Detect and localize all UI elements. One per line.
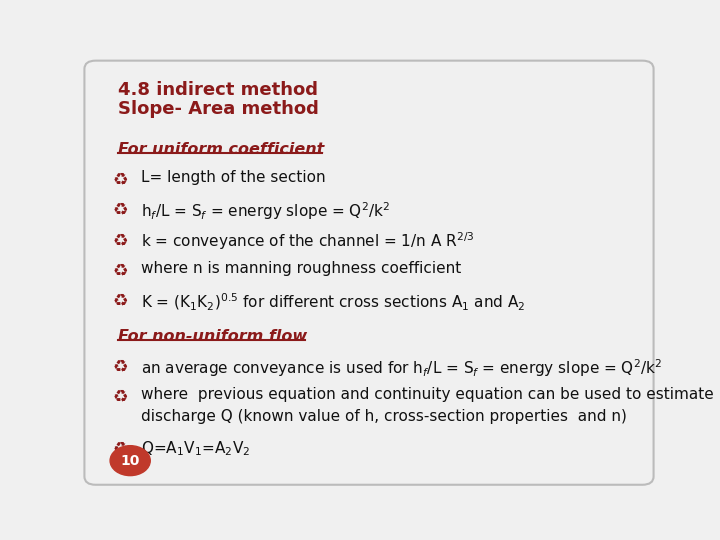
- Text: ♻: ♻: [112, 357, 128, 375]
- Text: an average conveyance is used for h$_f$/L = S$_f$ = energy slope = Q$^2$/k$^2$: an average conveyance is used for h$_f$/…: [141, 357, 662, 379]
- Text: k = conveyance of the channel = 1/n A R$^{2/3}$: k = conveyance of the channel = 1/n A R$…: [141, 231, 475, 252]
- Text: ♻: ♻: [112, 440, 128, 457]
- Text: discharge Q (known value of h, cross-section properties  and n): discharge Q (known value of h, cross-sec…: [141, 409, 627, 424]
- Text: ♻: ♻: [112, 261, 128, 279]
- Text: K = (K$_1$K$_2$)$^{0.5}$ for different cross sections A$_1$ and A$_2$: K = (K$_1$K$_2$)$^{0.5}$ for different c…: [141, 292, 526, 313]
- Circle shape: [110, 446, 150, 476]
- Text: ♻: ♻: [112, 388, 128, 406]
- Text: For uniform coefficient: For uniform coefficient: [118, 141, 324, 157]
- Text: Q=A$_1$V$_1$=A$_2$V$_2$: Q=A$_1$V$_1$=A$_2$V$_2$: [141, 440, 251, 458]
- Text: ♻: ♻: [112, 231, 128, 249]
- Text: Slope- Area method: Slope- Area method: [118, 100, 319, 118]
- Text: h$_f$/L = S$_f$ = energy slope = Q$^2$/k$^2$: h$_f$/L = S$_f$ = energy slope = Q$^2$/k…: [141, 200, 390, 222]
- Text: 10: 10: [120, 454, 140, 468]
- Text: where  previous equation and continuity equation can be used to estimate: where previous equation and continuity e…: [141, 388, 714, 402]
- Text: ♻: ♻: [112, 170, 128, 188]
- Text: 4.8 indirect method: 4.8 indirect method: [118, 82, 318, 99]
- Text: ♻: ♻: [112, 292, 128, 309]
- Text: where n is manning roughness coefficient: where n is manning roughness coefficient: [141, 261, 462, 276]
- Text: For non-uniform flow: For non-uniform flow: [118, 329, 307, 344]
- Text: ♻: ♻: [112, 200, 128, 218]
- FancyBboxPatch shape: [84, 60, 654, 485]
- Text: L= length of the section: L= length of the section: [141, 170, 326, 185]
